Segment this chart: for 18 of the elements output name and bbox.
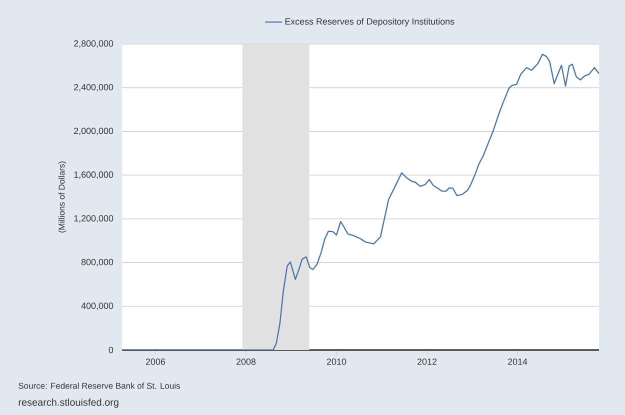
x-tick-label: 2014 (508, 358, 528, 365)
y-tick-label: 2,800,000 (74, 40, 114, 48)
y-tick-label: 400,000 (81, 302, 114, 310)
y-axis-title: (Millions of Dollars) (58, 162, 66, 232)
y-tick-label: 0 (108, 346, 114, 354)
y-tick-label: 2,000,000 (74, 128, 114, 136)
y-tick-label: 1,200,000 (74, 215, 114, 223)
text: research.stlouisfed.org (18, 398, 118, 408)
x-tick-label: 2008 (236, 358, 256, 365)
y-tick-label: 2,400,000 (74, 84, 114, 92)
x-tick-label: 2012 (418, 358, 437, 365)
line-series (122, 54, 600, 350)
x-tick-label: 2006 (146, 358, 166, 365)
x-tick-label: 2010 (326, 358, 346, 365)
y-tick-label: 800,000 (81, 258, 114, 266)
source-note: Source: Federal Reserve Bank of St. Louis (18, 382, 180, 389)
y-tick-label: 1,600,000 (74, 171, 114, 179)
legend-label: Excess Reserves of Depository Institutions (285, 18, 454, 26)
